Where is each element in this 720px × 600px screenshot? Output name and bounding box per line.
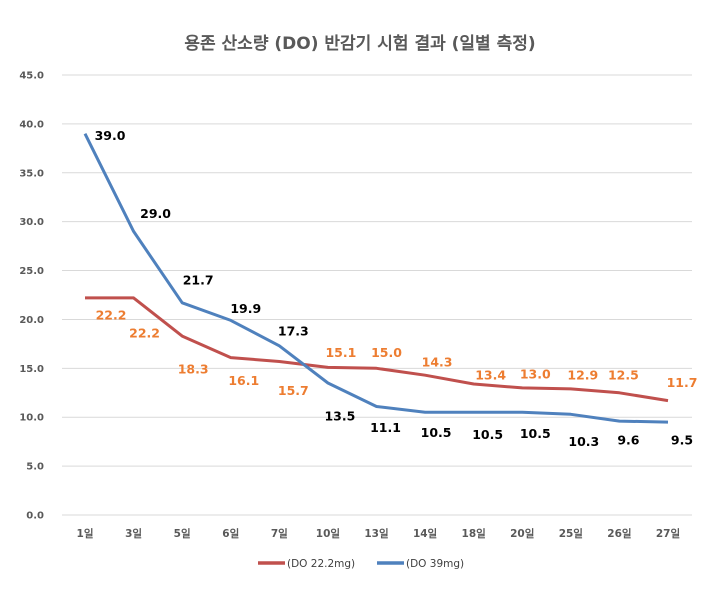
data-label-do-22mg: 11.7 [667,375,698,390]
y-tick-label: 0.0 [26,511,44,522]
x-axis-ticks: 1일 3일 5일 6일 7일 10일 13일 14일 18일 20일 25일 26일 27일 [77,527,681,540]
x-tick-label: 3일 [125,527,142,540]
data-label-do-22mg: 13.4 [475,367,506,382]
data-label-do-22mg: 22.2 [96,307,127,322]
data-label-do-39mg: 10.3 [568,434,599,449]
y-tick-label: 40.0 [19,119,44,130]
data-label-do-39mg: 10.5 [520,426,551,441]
data-label-do-22mg: 15.0 [371,345,402,360]
y-tick-label: 20.0 [19,315,44,326]
data-label-do-22mg: 22.2 [129,325,160,340]
series-line-do-39mg [83,133,669,424]
data-label-do-22mg: 14.3 [422,355,453,370]
data-label-do-22mg: 13.0 [520,366,551,381]
x-tick-label: 10일 [316,527,340,540]
x-tick-label: 26일 [607,527,631,540]
data-label-do-39mg: 13.5 [324,409,355,424]
data-labels: 22.222.2 18.3 16.1 15.7 15.1 15.0 14.3 13.4 13.0… [95,128,698,449]
x-tick-label: 14일 [413,527,437,540]
x-tick-label: 1일 [77,527,94,540]
x-tick-label: 6일 [222,527,239,540]
data-label-do-39mg: 21.7 [183,272,214,287]
legend-label-do-39mg: (DO 39mg) [406,558,464,570]
x-tick-label: 5일 [174,527,191,540]
legend-label-do-22mg: (DO 22.2mg) [287,558,355,570]
data-label-do-22mg: 15.7 [278,383,309,398]
data-label-do-39mg: 11.1 [370,420,401,435]
legend: (DO 22.2mg) (DO 39mg) [258,558,464,570]
y-tick-label: 30.0 [19,217,44,228]
data-label-do-22mg: 12.9 [567,367,598,382]
x-tick-label: 25일 [559,527,583,540]
data-label-do-39mg: 10.5 [472,427,503,442]
data-label-do-39mg: 9.6 [617,433,639,448]
x-tick-label: 13일 [364,527,388,540]
data-label-do-22mg: 18.3 [178,362,209,377]
x-tick-label: 7일 [271,527,288,540]
chart-title: 용존 산소량 (DO) 반감기 시험 결과 (일별 측정) [184,33,535,54]
x-tick-label: 27일 [656,527,680,540]
series-line-do-22mg [85,296,669,403]
series-lines [83,133,669,424]
data-label-do-39mg: 10.5 [421,425,452,440]
data-label-do-39mg: 19.9 [230,301,261,316]
data-label-do-39mg: 29.0 [140,206,171,221]
x-tick-label: 20일 [510,527,534,540]
gridlines [62,74,692,516]
y-tick-label: 5.0 [26,462,44,473]
y-tick-label: 35.0 [19,168,44,179]
data-label-do-39mg: 39.0 [95,128,126,143]
y-tick-label: 25.0 [19,266,44,277]
data-label-do-39mg: 17.3 [278,323,309,338]
data-label-do-22mg: 12.5 [608,367,639,382]
y-tick-label: 15.0 [19,364,44,375]
data-label-do-22mg: 16.1 [228,373,259,388]
y-tick-label: 45.0 [19,71,44,82]
data-label-do-22mg: 15.1 [325,345,356,360]
y-tick-label: 10.0 [19,413,44,424]
data-label-do-39mg: 9.5 [671,433,693,448]
x-tick-label: 18일 [462,527,486,540]
y-axis-ticks: 0.0 5.0 10.0 15.0 20.0 25.0 30.0 35.0 40.0 45.0 [19,71,44,522]
